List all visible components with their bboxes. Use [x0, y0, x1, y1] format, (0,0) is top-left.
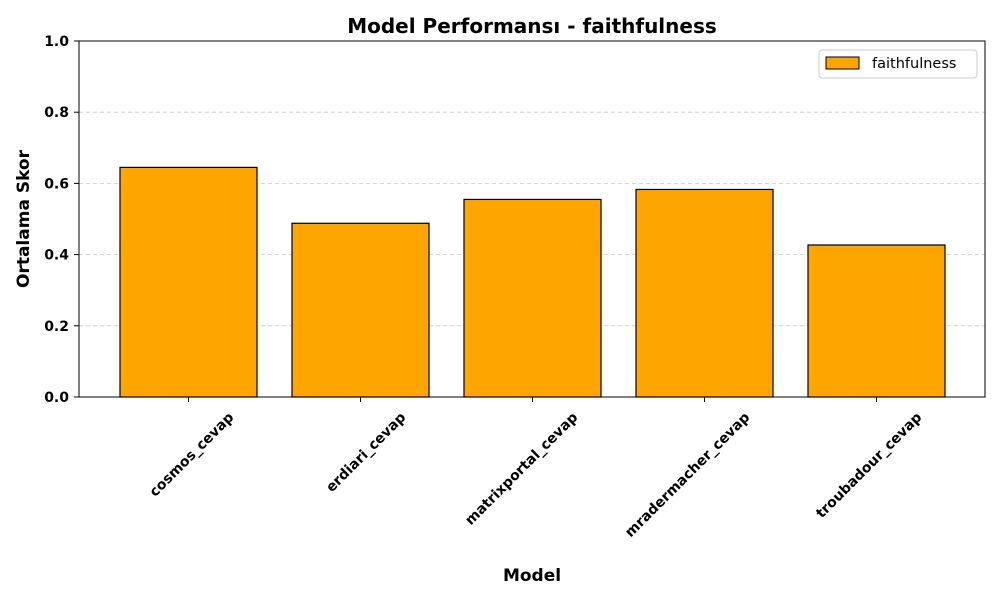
x-tick-label: troubadour_cevap: [813, 410, 925, 522]
chart-title: Model Performansı - faithfulness: [347, 14, 717, 38]
bar-cosmos_cevap: [119, 166, 258, 398]
x-tick-label: matrixportal_cevap: [462, 410, 581, 529]
bar-erdiari_cevap: [291, 222, 430, 398]
y-axis-ticks: 0.0 0.2 0.4 0.6 0.8 1.0: [44, 34, 79, 406]
x-tick-label: cosmos_cevap: [147, 410, 238, 501]
y-tick-label: 0.0: [44, 390, 69, 406]
bars: [119, 166, 946, 398]
bar-mradermacher_cevap: [635, 188, 774, 398]
bar-matrixportal_cevap: [463, 198, 602, 398]
x-axis-label: Model: [503, 566, 561, 586]
y-axis-label: Ortalama Skor: [14, 149, 34, 288]
x-tick-label: erdiari_cevap: [323, 410, 409, 496]
y-tick-label: 1.0: [44, 34, 69, 50]
legend-swatch: [825, 56, 860, 70]
legend: faithfulness: [818, 49, 978, 79]
x-axis-ticks: cosmos_cevap erdiari_cevap matrixportal_ce…: [147, 397, 925, 541]
y-tick-label: 0.6: [44, 176, 69, 192]
y-tick-label: 0.8: [44, 105, 69, 121]
bar-troubadour_cevap: [807, 244, 946, 398]
y-tick-label: 0.4: [44, 248, 69, 264]
legend-label: faithfulness: [872, 56, 956, 72]
y-tick-label: 0.2: [44, 319, 69, 335]
x-tick-label: mradermacher_cevap: [622, 410, 753, 541]
